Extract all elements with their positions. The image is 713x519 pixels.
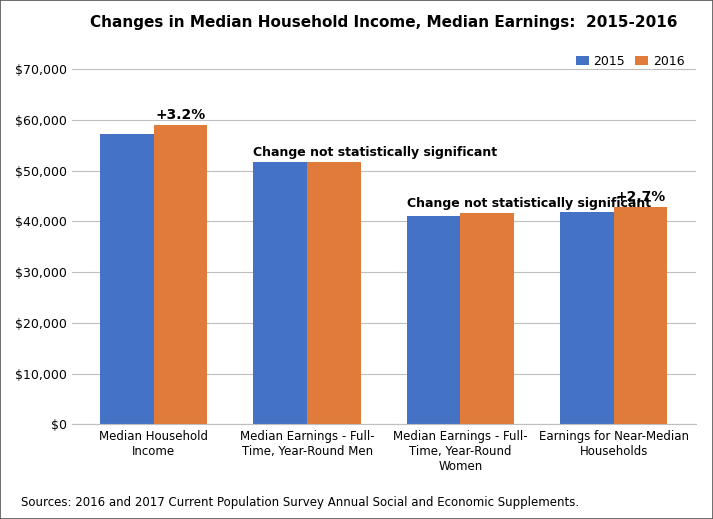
Text: Change not statistically significant: Change not statistically significant xyxy=(406,197,651,210)
Bar xyxy=(614,207,667,425)
Bar xyxy=(101,134,154,425)
Text: Sources: 2016 and 2017 Current Population Survey Annual Social and Economic Supp: Sources: 2016 and 2017 Current Populatio… xyxy=(21,496,580,509)
Bar xyxy=(560,212,614,425)
Text: +3.2%: +3.2% xyxy=(155,107,206,121)
Legend: 2015, 2016: 2015, 2016 xyxy=(571,50,689,73)
Bar xyxy=(254,162,307,425)
Bar xyxy=(154,125,207,425)
Text: Change not statistically significant: Change not statistically significant xyxy=(254,146,498,159)
Bar xyxy=(406,216,461,425)
Text: +2.7%: +2.7% xyxy=(615,189,666,203)
Bar xyxy=(307,162,361,425)
Title: Changes in Median Household Income, Median Earnings:  2015-2016: Changes in Median Household Income, Medi… xyxy=(90,15,677,30)
Bar xyxy=(461,213,514,425)
